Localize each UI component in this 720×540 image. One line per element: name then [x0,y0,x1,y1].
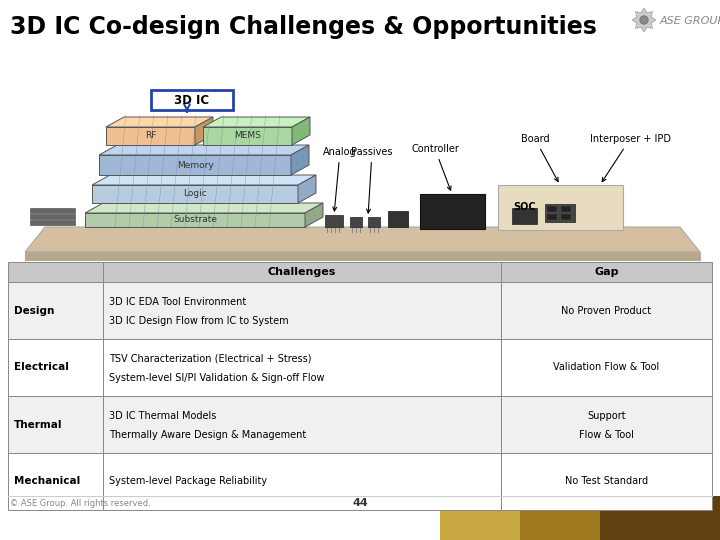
Bar [30,208,75,213]
Polygon shape [99,155,291,175]
Text: 3D IC Thermal Models: 3D IC Thermal Models [109,411,217,421]
Bar [547,206,557,212]
Bar [501,453,712,510]
Bar [501,339,712,396]
Bar [8,282,103,339]
Text: 44: 44 [352,498,368,508]
Bar [547,214,557,220]
Text: ASE GROUP: ASE GROUP [660,16,720,26]
Polygon shape [106,127,195,145]
Text: Thermally Aware Design & Management: Thermally Aware Design & Management [109,430,306,440]
Bar [498,185,623,230]
Polygon shape [92,185,298,203]
Text: Electrical: Electrical [14,362,69,373]
Polygon shape [305,203,323,227]
Text: 3D IC Co-design Challenges & Opportunities: 3D IC Co-design Challenges & Opportuniti… [10,15,597,39]
Text: Mechanical: Mechanical [14,476,80,487]
Text: Flow & Tool: Flow & Tool [579,430,634,440]
Bar [103,282,501,339]
Bar [103,453,501,510]
Bar [520,496,600,540]
Text: Controller: Controller [411,144,459,190]
Bar [561,214,571,220]
Text: Gap: Gap [594,267,618,277]
Text: Interposer + IPD: Interposer + IPD [590,134,670,181]
Text: MEMS: MEMS [234,132,261,140]
Text: Challenges: Challenges [268,267,336,277]
Text: © ASE Group. All rights reserved.: © ASE Group. All rights reserved. [10,498,150,508]
Polygon shape [106,117,213,127]
Bar [30,214,75,219]
Text: Analog: Analog [323,147,357,211]
Text: Validation Flow & Tool: Validation Flow & Tool [553,362,660,373]
Text: RF: RF [145,132,156,140]
Bar [501,262,712,282]
Text: Support: Support [587,411,626,421]
Polygon shape [85,213,305,227]
Text: Logic: Logic [183,190,207,199]
Bar [600,496,720,540]
Text: Thermal: Thermal [14,420,63,429]
Text: Substrate: Substrate [173,215,217,225]
Bar [561,206,571,212]
FancyBboxPatch shape [151,90,233,110]
Bar [440,496,520,540]
Bar [8,396,103,453]
Polygon shape [292,117,310,145]
Polygon shape [25,227,700,252]
Polygon shape [85,203,323,213]
Text: 3D IC: 3D IC [174,93,210,106]
Polygon shape [203,117,310,127]
Polygon shape [203,127,292,145]
Bar [8,453,103,510]
Text: No Test Standard: No Test Standard [564,476,648,487]
Bar [368,217,380,227]
Bar [501,282,712,339]
Polygon shape [632,8,656,32]
Text: SOC: SOC [513,202,536,212]
Bar [8,262,103,282]
Text: System-level Package Reliability: System-level Package Reliability [109,476,267,487]
Bar [512,208,537,224]
Text: 3D IC Design Flow from IC to System: 3D IC Design Flow from IC to System [109,316,289,326]
Text: Memory: Memory [176,160,213,170]
Polygon shape [92,175,316,185]
Bar [325,215,343,227]
Text: Passives: Passives [351,147,392,213]
Circle shape [640,16,648,24]
Bar [30,220,75,225]
Polygon shape [25,252,700,260]
Bar [420,194,485,229]
Text: TSV Characterization (Electrical + Stress): TSV Characterization (Electrical + Stres… [109,354,312,364]
Bar [103,396,501,453]
Polygon shape [298,175,316,203]
Bar [103,262,501,282]
Bar [388,211,408,227]
Text: System-level SI/PI Validation & Sign-off Flow: System-level SI/PI Validation & Sign-off… [109,373,325,383]
Polygon shape [99,145,309,155]
Bar [350,217,362,227]
Text: Design: Design [14,306,55,315]
Text: No Proven Product: No Proven Product [562,306,652,315]
Polygon shape [195,117,213,145]
Bar [103,339,501,396]
Text: Board: Board [521,134,558,181]
Bar [545,204,575,222]
Bar [501,396,712,453]
Bar [8,339,103,396]
Text: 3D IC EDA Tool Environment: 3D IC EDA Tool Environment [109,297,246,307]
Polygon shape [291,145,309,175]
